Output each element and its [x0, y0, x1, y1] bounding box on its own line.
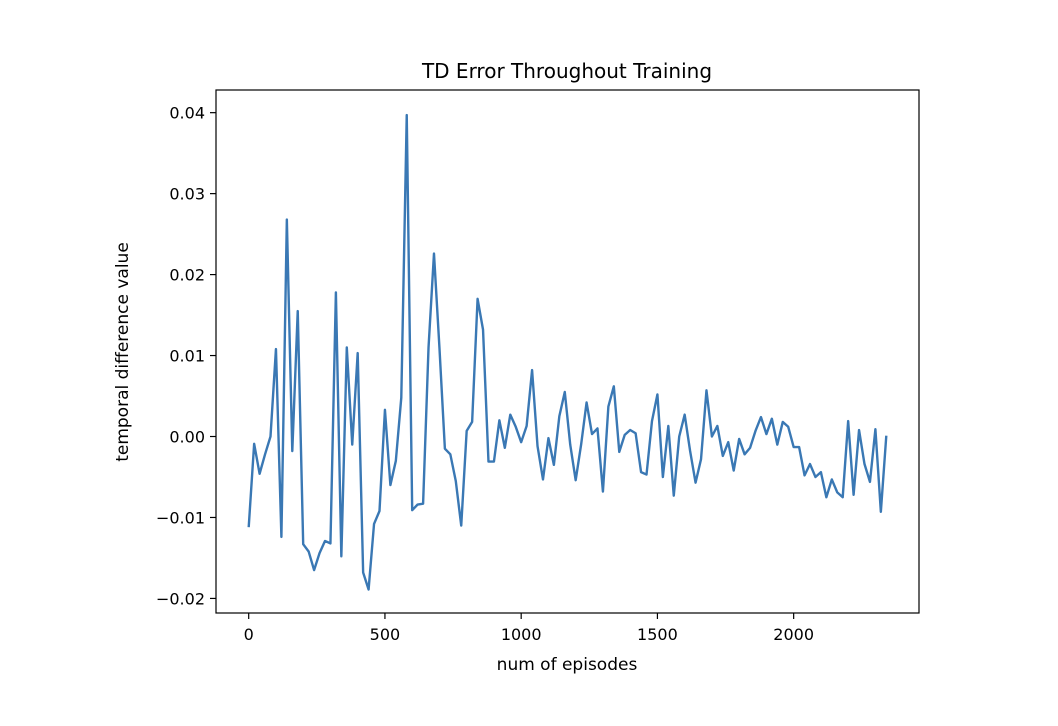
plot-area — [215, 89, 920, 614]
y-tick-label: 0.02 — [169, 266, 205, 285]
y-tick-label: 0.00 — [169, 428, 205, 447]
y-tick-label: 0.03 — [169, 185, 205, 204]
y-tick-label: 0.04 — [169, 104, 205, 123]
x-tick-label: 1500 — [637, 625, 678, 644]
y-axis-ticks: −0.02 −0.01 0.00 0.01 0.02 0.03 0.04 — [156, 104, 216, 608]
series-layer — [247, 113, 888, 591]
y-tick-label: 0.01 — [169, 347, 205, 366]
x-axis-ticks: 0 500 1000 1500 2000 — [244, 613, 814, 644]
x-tick-label: 0 — [244, 625, 254, 644]
chart-title: TD Error Throughout Training — [421, 59, 712, 83]
x-tick-label: 2000 — [773, 625, 814, 644]
y-tick-label: −0.01 — [156, 508, 205, 527]
y-axis-label: temporal difference value — [113, 242, 133, 462]
y-tick-label: −0.02 — [156, 589, 205, 608]
x-tick-label: 1000 — [501, 625, 542, 644]
axes-frame — [215, 89, 920, 614]
series-line-0 — [247, 113, 888, 591]
x-axis-label: num of episodes — [497, 655, 638, 675]
x-tick-label: 500 — [370, 625, 401, 644]
